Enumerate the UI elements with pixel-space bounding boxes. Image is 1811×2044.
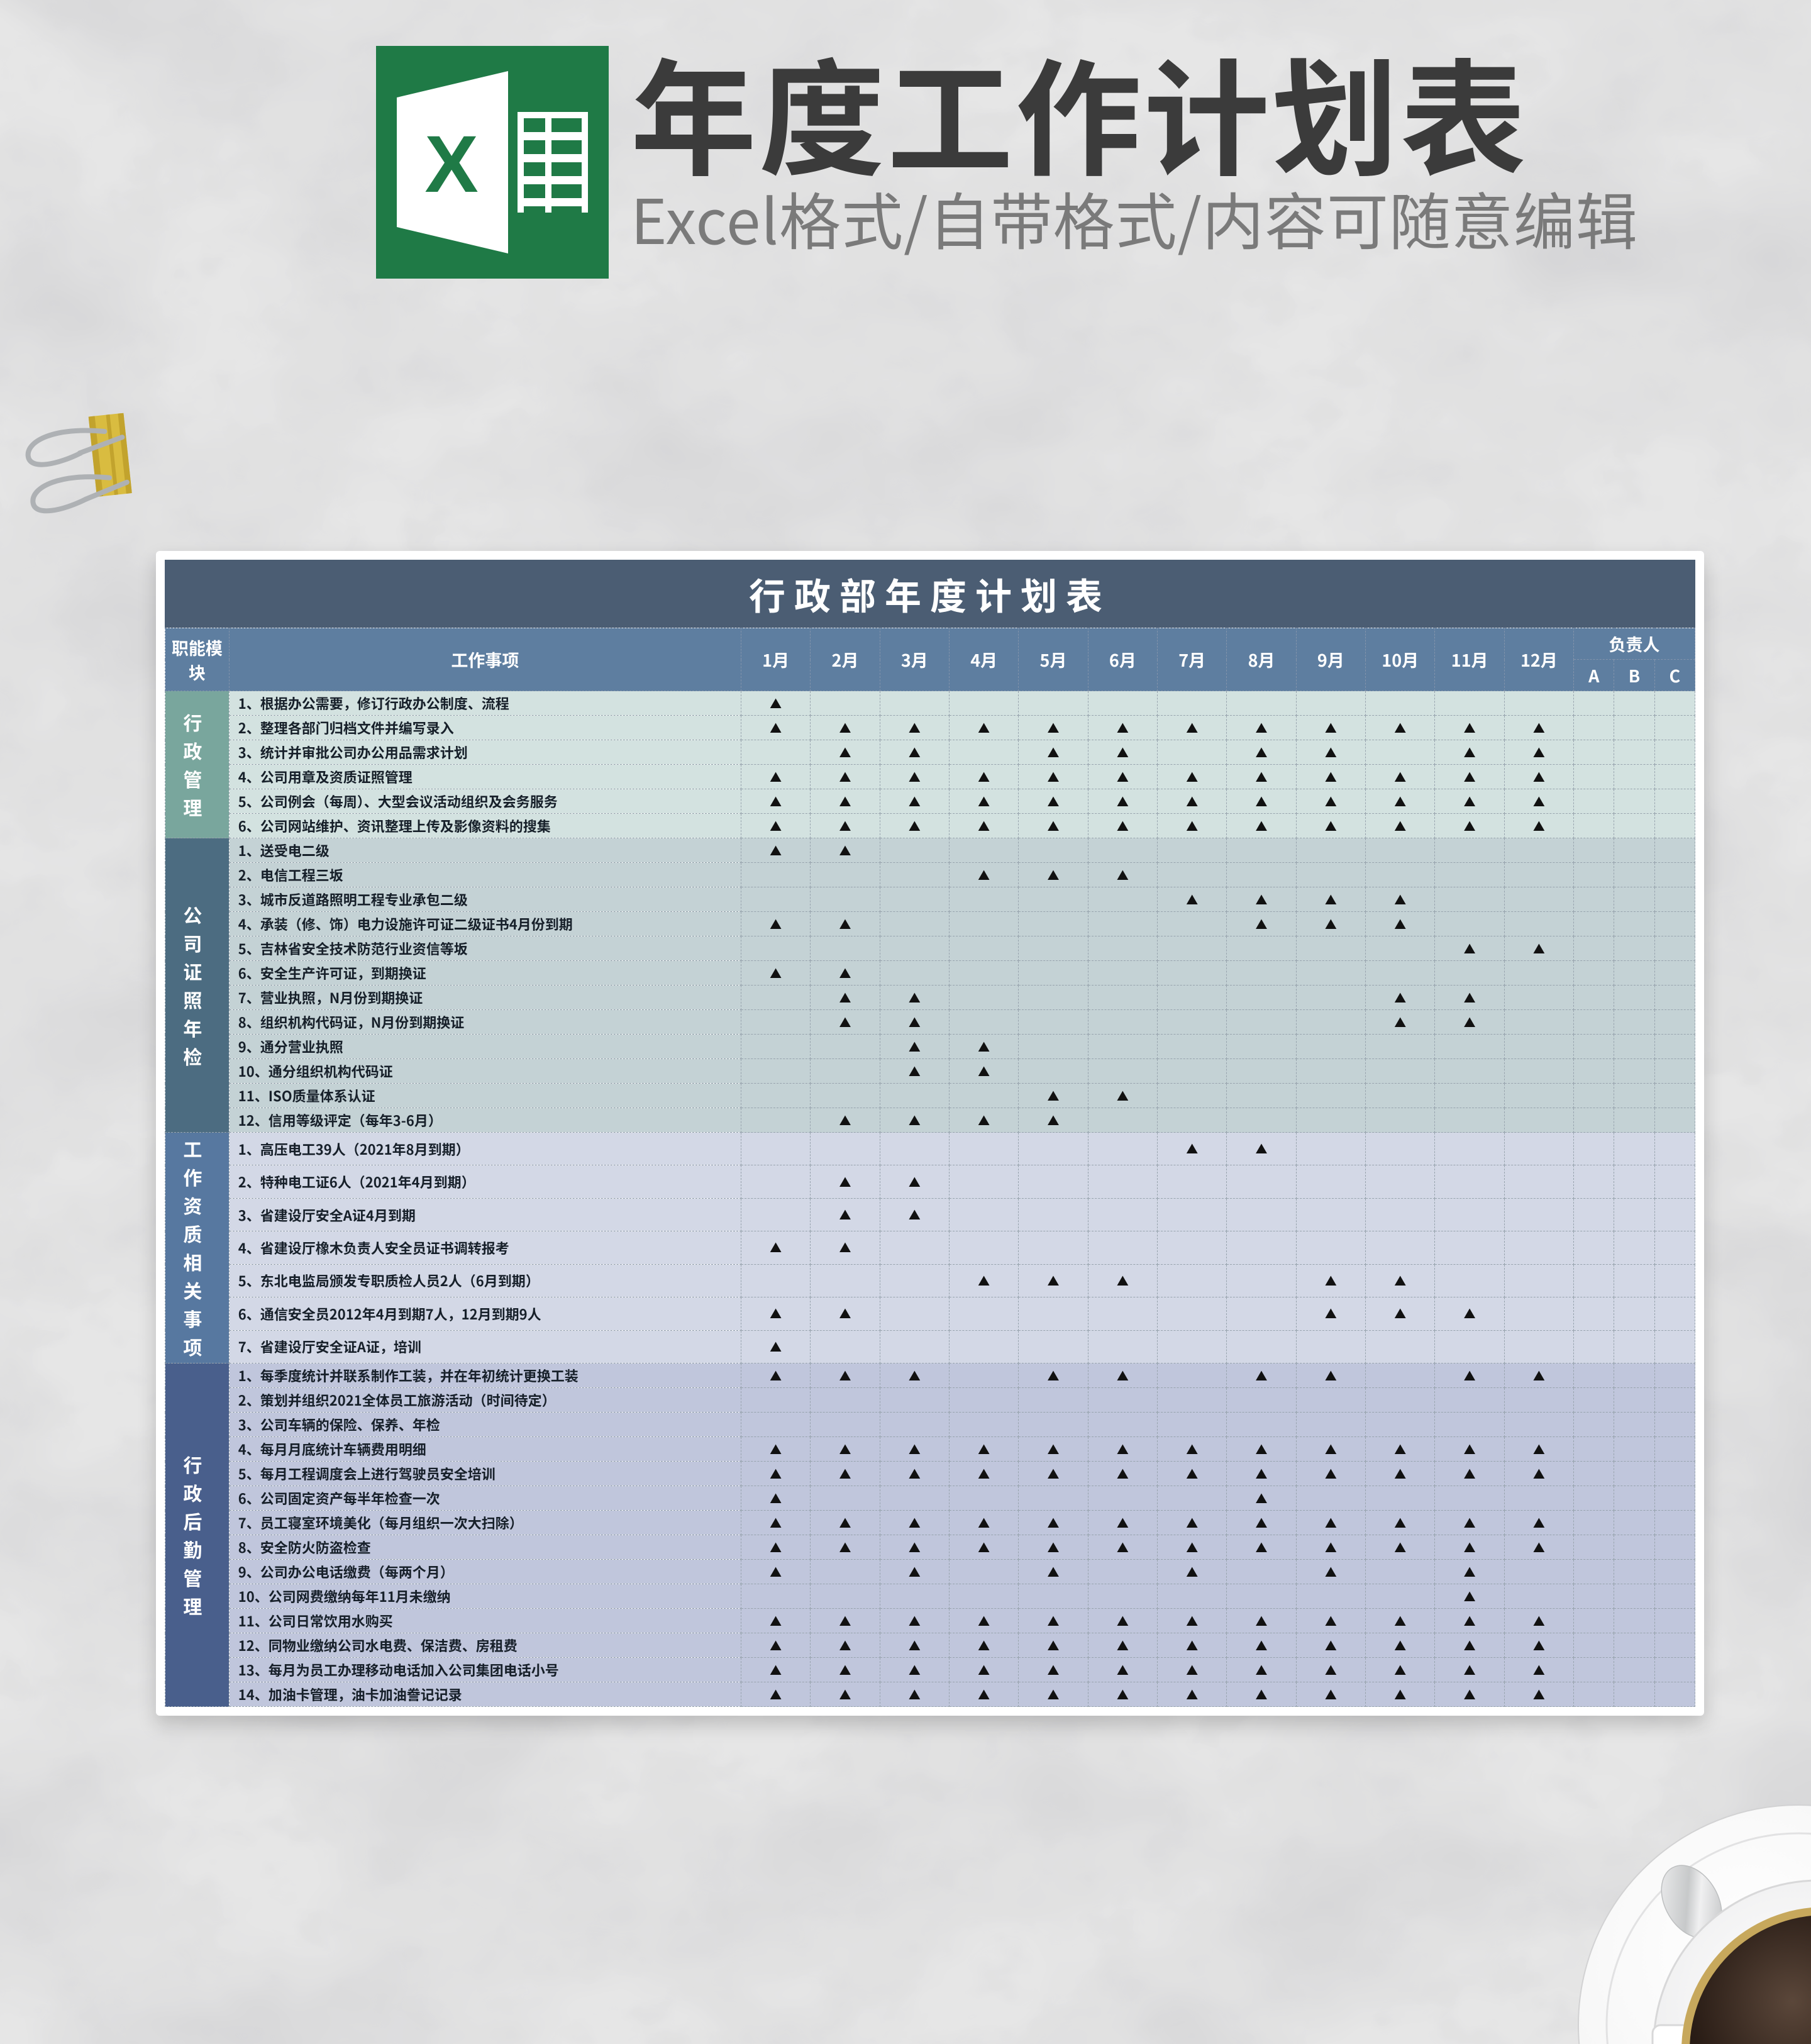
svg-text:X: X — [424, 119, 478, 209]
